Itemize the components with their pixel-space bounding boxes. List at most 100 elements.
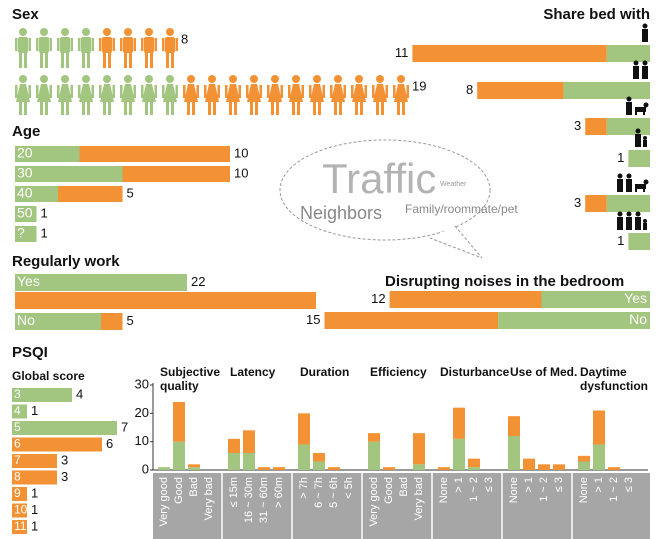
share-icon [626,211,632,230]
bar-segment [173,441,185,470]
bar-segment [243,430,255,453]
x-tick-label: 5 ~ 6h [328,477,340,508]
icon-head [145,28,153,36]
icon-leg [276,102,279,115]
bar-segment [593,410,605,445]
bar-segment [628,233,650,250]
bar-segment [228,438,240,453]
icon-head [19,75,27,83]
bar-segment [585,118,607,135]
icon-leg [82,52,85,68]
bar-segment [188,464,200,468]
total-label: 5 [127,185,134,200]
icon-arm [70,85,73,98]
bar-category: 3 [14,387,21,401]
bar-segment [628,150,650,167]
bar-category: No [17,312,35,328]
icon-arm [288,85,291,98]
total-label: 4 [76,386,83,401]
bar-segment [313,461,325,470]
icon-body [39,37,49,53]
x-tick-label: Very bad [203,477,215,520]
bar-segment [12,487,27,501]
icon-arm [36,85,39,98]
x-tick-label: Bad [398,477,410,497]
icon-arm [120,85,123,98]
icon-arm [133,85,136,98]
icon-arm [204,85,207,98]
icon-head [376,75,384,83]
bar-segment [15,226,37,242]
icon-arm [91,38,94,51]
icon-head [40,75,48,83]
x-tick-label: > 7h [298,477,310,499]
share-icon [635,179,649,192]
bar-segment [15,146,80,162]
icon-body [81,37,91,53]
noise-title: Disrupting noises in the bedroom [385,273,624,290]
icon-arm [406,85,409,98]
icon-head [103,28,111,36]
icon-head [103,75,111,83]
icon-arm [175,38,178,51]
icon-group [183,75,409,115]
total-label: 22 [191,274,205,289]
icon-arm [393,85,396,98]
icon-dress [205,84,219,102]
bar-segment [477,82,564,99]
bar-segment [538,464,550,470]
icon-head [40,28,48,36]
bar-category: 10 [14,503,28,517]
icon-arm [372,85,375,98]
icon-leg [145,52,148,68]
x-tick-label: None [438,477,450,503]
icon-head [313,75,321,83]
icon-leg [208,102,211,115]
icon-arm [28,38,31,51]
icon-leg [297,102,300,115]
bubble-big: Traffic [322,155,436,202]
icon-head [635,128,641,134]
bar-segment [15,186,58,202]
icon-dress [331,84,345,102]
icon-arm [364,85,367,98]
bar-segment [412,45,607,62]
share-title: Share bed with [543,6,650,23]
icon-leg [103,102,106,115]
x-tick-label: > 1 [453,477,465,493]
icon-leg [40,52,43,68]
icon-body [102,37,112,53]
share-icon [626,173,632,192]
bar-segment [498,312,650,329]
bar-segment [12,437,102,452]
icon-dog-leg [635,188,637,192]
icon-arm [330,85,333,98]
icon-leg [66,52,69,68]
icon-leg [87,102,90,115]
x-tick-label: > 1 [593,477,605,493]
icon-leg [192,102,195,115]
icon-body [626,217,632,230]
icon-leg [19,52,22,68]
icon-arm [196,85,199,98]
icon-body [635,217,641,230]
total-label: 8 [181,31,188,46]
bar-segment [12,470,57,485]
total-label: 10 [234,165,248,180]
icon-body [123,37,133,53]
icon-body [643,140,647,147]
icon-head [61,75,69,83]
share-icon [635,211,641,230]
bar-category: 4 [14,404,21,418]
icon-arm [49,38,52,51]
bar-segment [122,166,230,182]
icon-leg [187,102,190,115]
icon-leg [150,102,153,115]
y-tick-label: 10 [135,433,149,448]
icon-group [15,75,178,115]
bar-segment [553,464,565,470]
icon-dog [635,184,646,189]
icon-head [271,75,279,83]
bar-segment [453,438,465,470]
icon-leg [129,52,132,68]
